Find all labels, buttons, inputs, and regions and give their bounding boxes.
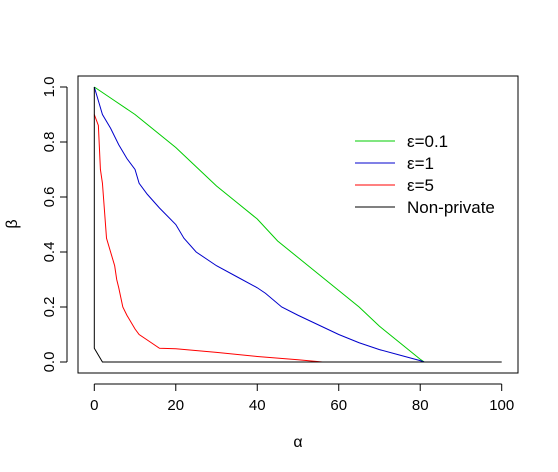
y-tick-label: 0.0 <box>41 352 58 373</box>
legend-label: Non-private <box>407 198 495 217</box>
series-line-3 <box>93 114 323 363</box>
y-axis: 0.0 0.2 0.4 0.6 0.8 1.0 <box>41 77 68 373</box>
y-tick-label: 0.8 <box>41 132 58 153</box>
plot-frame <box>77 75 519 374</box>
legend-label: ε=0.1 <box>407 132 448 151</box>
x-axis: 0 20 40 60 80 100 <box>90 383 514 414</box>
series-layer <box>93 86 502 363</box>
x-axis-title: α <box>293 434 302 451</box>
x-tick-label: 80 <box>412 397 429 414</box>
y-tick-label: 0.2 <box>41 297 58 318</box>
legend-label: ε=1 <box>407 154 434 173</box>
series-line-1 <box>94 86 425 363</box>
y-tick-label: 1.0 <box>41 77 58 98</box>
x-tick-label: 100 <box>489 397 514 414</box>
legend-label: ε=5 <box>407 176 434 195</box>
x-tick-label: 60 <box>330 397 347 414</box>
x-tick-label: 40 <box>249 397 266 414</box>
series-line-2 <box>93 86 425 363</box>
x-tick-label: 0 <box>90 397 98 414</box>
y-tick-label: 0.4 <box>41 242 58 263</box>
y-axis-title: β <box>4 219 21 228</box>
x-tick-label: 20 <box>167 397 184 414</box>
series-line-4 <box>93 87 502 363</box>
legend: ε=0.1 ε=1 ε=5 Non-private <box>355 132 495 217</box>
y-tick-label: 0.6 <box>41 187 58 208</box>
